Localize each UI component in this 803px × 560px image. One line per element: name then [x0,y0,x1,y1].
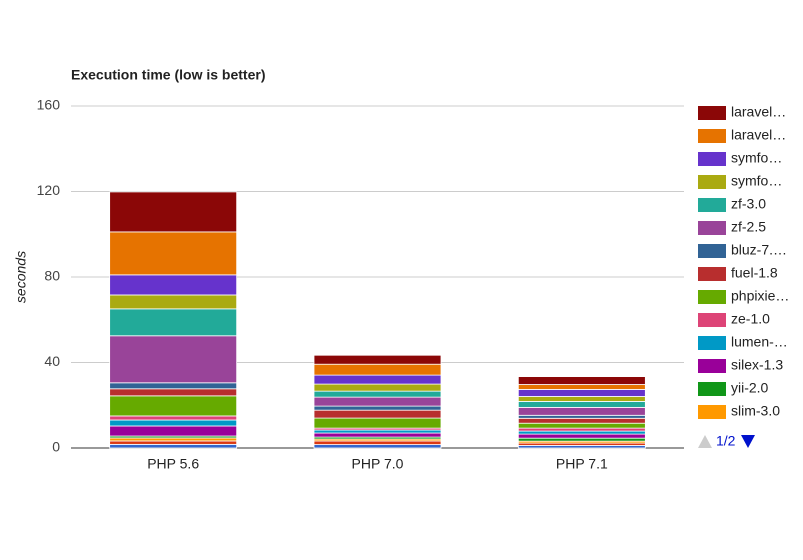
bar-segment [109,231,238,276]
legend-label: yii-2.0 [731,380,769,396]
legend-swatch [698,175,726,189]
bar-segment [109,415,238,421]
legend-label: zf-2.5 [731,219,766,235]
bar-segment [109,440,238,445]
legend-next-arrow[interactable] [741,435,755,448]
bar-segment [109,443,238,449]
legend-label: laravel… [731,127,786,143]
legend-swatch [698,290,726,304]
bar-segment [313,432,442,438]
bar-segment [517,384,646,390]
legend-label: ze-1.0 [731,311,770,327]
bar-segment [109,425,238,437]
y-tick-label: 160 [37,97,61,113]
bar-segment [517,437,646,442]
legend-label: symfo… [731,150,782,166]
y-tick-label: 0 [52,439,60,455]
bar-segment [313,405,442,411]
y-tick-label: 120 [37,182,61,198]
y-tick-label: 40 [44,353,60,369]
x-tick-label: PHP 7.1 [556,456,608,472]
legend-swatch [698,382,726,396]
bar-segment [517,417,646,424]
legend-swatch [698,267,726,281]
legend-label: slim-3.0 [731,403,780,419]
bar-segment [313,374,442,385]
legend-label: fuel-1.8 [731,265,778,281]
legend-label: laravel… [731,104,786,120]
chart-title: Execution time (low is better) [71,67,265,83]
bar-segment [109,294,238,310]
legend-swatch [698,106,726,120]
bar-segment [109,308,238,337]
bar-segment [109,419,238,427]
legend-label: symfo… [731,173,782,189]
bar-segment [517,422,646,429]
legend-page: 1/2 [716,433,736,449]
bar-segment [313,429,442,434]
y-tick-label: 80 [44,268,60,284]
legend-swatch [698,405,726,419]
bar-segment [517,376,646,385]
bar-segment [109,335,238,384]
legend-swatch [698,313,726,327]
bar-segment [109,191,238,233]
bar-segment [517,430,646,435]
legend-swatch [698,336,726,350]
legend-prev-arrow[interactable] [698,435,712,448]
bar-segment [313,390,442,398]
x-tick-label: PHP 7.0 [352,456,404,472]
bar-segment [109,388,238,397]
bar-segment [313,409,442,419]
legend-swatch [698,152,726,166]
bar-segment [313,444,442,449]
bar-segment [517,414,646,419]
legend-label: silex-1.3 [731,357,783,373]
bar-segment [313,396,442,407]
bar-segment [109,274,238,296]
legend-label: phpixie… [731,288,789,304]
legend-swatch [698,359,726,373]
y-axis-label: seconds [13,251,29,303]
bar-segment [109,437,238,442]
bar-segment [517,401,646,408]
bar-segment [109,395,238,417]
bar-segment [517,396,646,402]
legend-label: lumen-… [731,334,788,350]
bar-segment [313,383,442,392]
bar-segment [109,382,238,390]
bar-segment [313,363,442,376]
legend-swatch [698,221,726,235]
legend-swatch [698,129,726,143]
bar-segment [313,417,442,429]
bar-segment [517,389,646,397]
bar-segment [517,406,646,416]
legend-swatch [698,244,726,258]
legend-label: zf-3.0 [731,196,766,212]
legend-swatch [698,198,726,212]
bar-segment [517,427,646,432]
bar-segment [313,440,442,445]
legend-label: bluz-7.… [731,242,787,258]
x-tick-label: PHP 5.6 [147,456,199,472]
bar-segment [517,433,646,439]
bar-segment [313,354,442,365]
